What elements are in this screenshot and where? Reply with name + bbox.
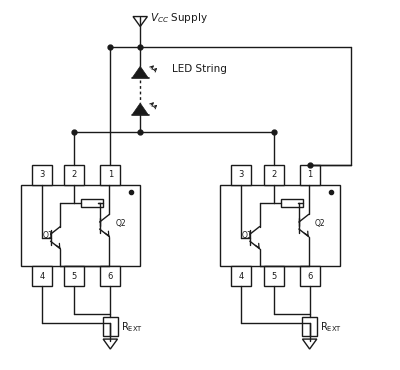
- Text: Q1: Q1: [42, 231, 53, 240]
- Text: 1: 1: [307, 170, 312, 179]
- Text: 2: 2: [72, 170, 77, 179]
- Text: 4: 4: [239, 272, 244, 281]
- Bar: [64, 165, 84, 185]
- Text: 5: 5: [271, 272, 276, 281]
- Bar: [103, 317, 118, 336]
- Text: Q1: Q1: [242, 231, 252, 240]
- Bar: [32, 266, 52, 286]
- Text: 2: 2: [271, 170, 276, 179]
- Bar: [264, 165, 284, 185]
- Polygon shape: [103, 339, 118, 349]
- Polygon shape: [132, 66, 148, 78]
- Bar: [300, 266, 320, 286]
- Text: Q2: Q2: [315, 219, 326, 228]
- Polygon shape: [132, 103, 148, 115]
- Bar: [302, 317, 317, 336]
- Text: 6: 6: [307, 272, 312, 281]
- Polygon shape: [133, 17, 147, 27]
- Bar: [232, 266, 252, 286]
- Polygon shape: [302, 339, 317, 349]
- Bar: [300, 165, 320, 185]
- Text: R$_{\mathregular{EXT}}$: R$_{\mathregular{EXT}}$: [121, 320, 143, 334]
- Bar: [281, 199, 303, 207]
- Text: 6: 6: [108, 272, 113, 281]
- Text: 3: 3: [239, 170, 244, 179]
- Text: 4: 4: [40, 272, 45, 281]
- Text: 5: 5: [72, 272, 77, 281]
- Text: R$_{\mathregular{EXT}}$: R$_{\mathregular{EXT}}$: [320, 320, 342, 334]
- Text: LED String: LED String: [172, 64, 227, 74]
- Text: 1: 1: [108, 170, 113, 179]
- Bar: [100, 165, 120, 185]
- Bar: [82, 199, 103, 207]
- Text: 3: 3: [40, 170, 45, 179]
- Bar: [100, 266, 120, 286]
- Text: Q2: Q2: [116, 219, 126, 228]
- Text: $V_{CC}$ Supply: $V_{CC}$ Supply: [150, 11, 208, 26]
- Bar: [64, 266, 84, 286]
- Bar: [32, 165, 52, 185]
- Bar: [220, 185, 340, 266]
- Bar: [232, 165, 252, 185]
- Bar: [264, 266, 284, 286]
- Bar: [21, 185, 140, 266]
